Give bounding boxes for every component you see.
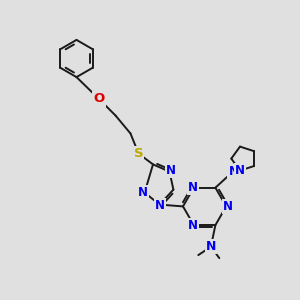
Text: N: N xyxy=(206,240,216,253)
Text: O: O xyxy=(93,92,105,106)
Text: N: N xyxy=(228,165,239,178)
Text: N: N xyxy=(154,199,165,212)
Text: N: N xyxy=(188,181,198,194)
Text: N: N xyxy=(235,164,245,177)
Text: N: N xyxy=(188,219,198,232)
Text: S: S xyxy=(134,147,143,160)
Text: N: N xyxy=(138,186,148,199)
Text: N: N xyxy=(223,200,233,213)
Text: N: N xyxy=(166,164,176,178)
